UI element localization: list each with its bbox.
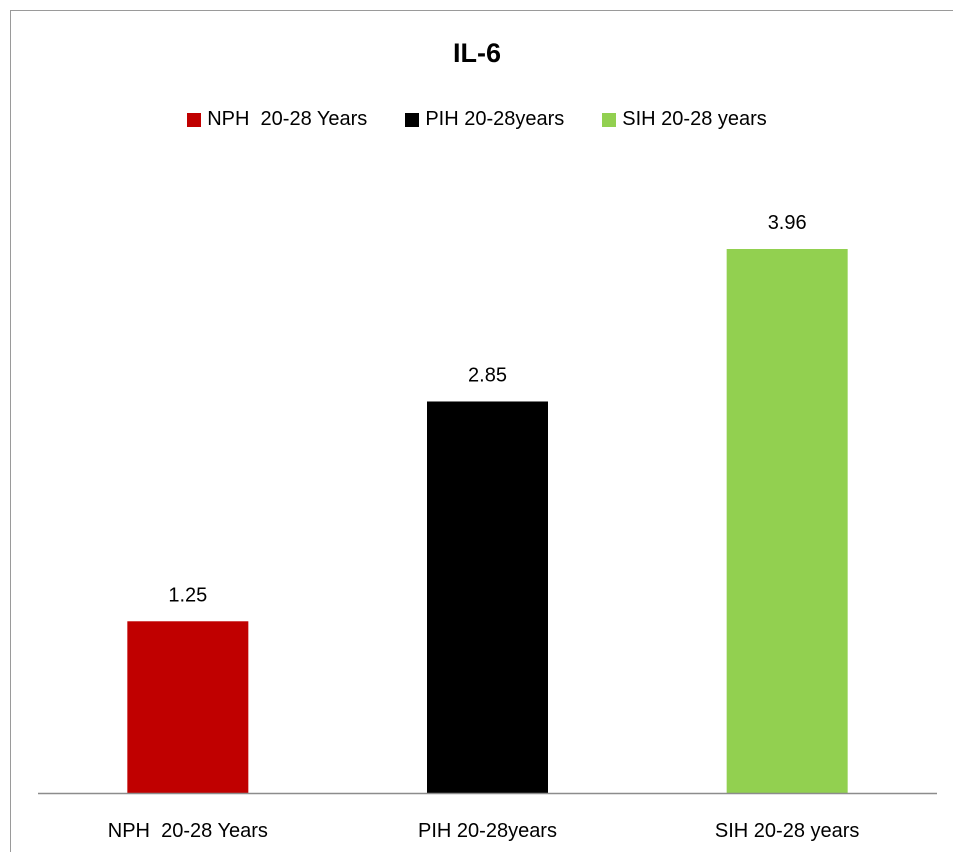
chart-title: IL-6 [452,38,501,68]
bar-sih [726,249,848,793]
x-tick-label-pih: PIH 20-28years [418,820,557,842]
legend-label-sih: SIH 20-28 years [622,108,767,130]
legend-swatch-sih [602,112,617,127]
legend-swatch-pih [405,112,420,127]
legend-swatch-nph [187,112,202,127]
data-label-sih: 3.96 [768,212,807,234]
bar-nph [127,621,249,793]
chart-frame [10,10,953,852]
chart-legend: NPH 20-28 Years PIH 20-28years SIH 20-28… [0,108,954,131]
legend-item-sih: SIH 20-28 years [602,108,767,131]
bar-pih [427,401,548,793]
data-label-nph: 1.25 [168,584,207,606]
x-tick-label-nph: NPH 20-28 Years [108,820,268,842]
x-tick-label-sih: SIH 20-28 years [715,820,860,842]
legend-item-nph: NPH 20-28 Years [187,108,367,131]
legend-item-pih: PIH 20-28years [405,108,564,131]
legend-label-nph: NPH 20-28 Years [207,108,368,130]
data-label-pih: 2.85 [468,364,507,386]
legend-label-pih: PIH 20-28years [425,108,565,130]
